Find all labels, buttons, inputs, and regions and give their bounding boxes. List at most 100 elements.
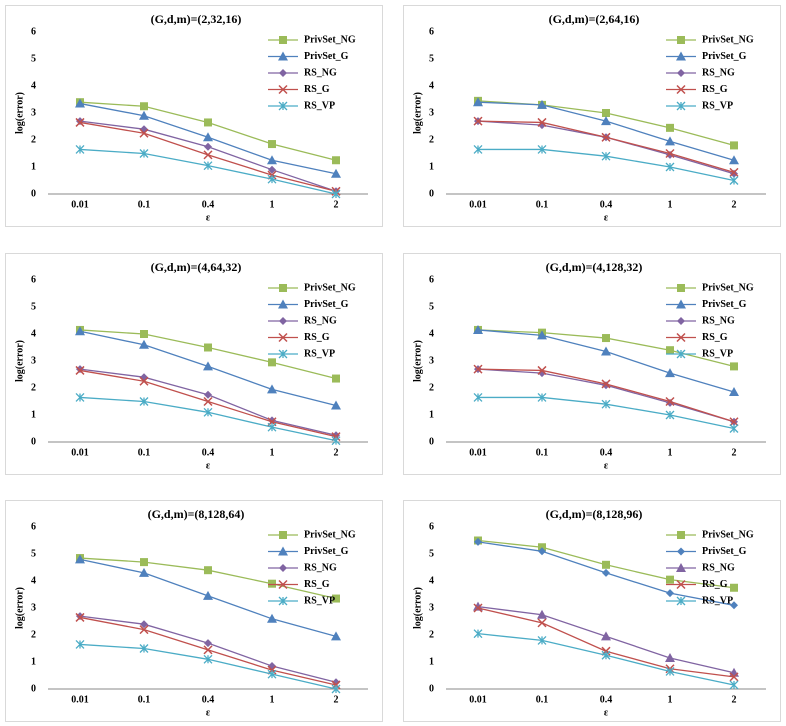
legend-marker (676, 84, 686, 95)
data-point (537, 117, 547, 127)
legend-label: PrivSet_NG (702, 529, 754, 540)
legend-label: RS_NG (304, 315, 337, 326)
y-axis-label: log(error) (412, 340, 423, 382)
data-point (139, 110, 149, 120)
data-point (538, 543, 546, 552)
x-tick-label: 0.4 (202, 447, 215, 458)
chart-title: (G,d,m)=(4,64,32) (151, 260, 242, 274)
chart-panel: (G,d,m)=(4,128,32) log(error) ε 0 1 2 3 4 5 6 0.01… (403, 253, 781, 475)
data-point (76, 365, 84, 374)
y-tick-label: 0 (31, 683, 36, 694)
x-tick-label: 1 (270, 447, 275, 458)
x-tick-label: 2 (334, 447, 339, 458)
legend-label: RS_VP (702, 100, 733, 111)
data-point (601, 151, 611, 161)
y-tick-label: 2 (429, 134, 434, 145)
data-point (665, 148, 675, 159)
data-point (332, 374, 340, 383)
data-point (75, 612, 85, 622)
x-tick-label: 0.01 (469, 694, 487, 705)
x-tick-label: 2 (732, 199, 737, 210)
data-point (537, 330, 547, 340)
data-point (538, 547, 546, 556)
data-point (331, 168, 341, 178)
y-tick-label: 4 (429, 80, 434, 91)
data-point (203, 361, 213, 371)
x-tick-label: 0.01 (469, 199, 487, 210)
x-axis-label: ε (206, 212, 211, 223)
legend-label: RS_VP (304, 348, 335, 359)
data-point (267, 613, 277, 623)
data-point (268, 579, 276, 588)
data-point (602, 568, 610, 577)
data-point (537, 618, 547, 628)
data-point (537, 635, 547, 645)
legend-label: RS_NG (702, 67, 735, 78)
data-point (601, 132, 611, 142)
data-point (139, 625, 149, 635)
data-point (267, 665, 277, 675)
legend-marker (279, 564, 287, 572)
legend-label: PrivSet_G (304, 546, 349, 557)
data-point (267, 170, 277, 180)
data-point (601, 399, 611, 409)
y-tick-label: 6 (429, 521, 434, 532)
y-tick-label: 0 (429, 683, 434, 694)
data-point (473, 144, 483, 154)
legend-label: RS_G (702, 579, 728, 590)
y-tick-label: 1 (31, 656, 36, 667)
data-point (140, 330, 148, 338)
data-point (729, 672, 739, 682)
data-point (601, 116, 611, 126)
y-tick-label: 0 (429, 436, 434, 447)
legend-label: RS_NG (702, 315, 735, 326)
data-point (75, 554, 85, 564)
y-tick-label: 5 (31, 53, 36, 64)
series-line (477, 633, 735, 686)
data-point (139, 128, 149, 138)
data-point (331, 400, 341, 410)
x-tick-label: 0.01 (71, 199, 89, 210)
legend-marker (676, 299, 686, 309)
legend-marker (278, 299, 288, 309)
y-tick-label: 6 (31, 521, 36, 532)
data-point (331, 189, 341, 199)
x-tick-label: 0.1 (536, 694, 549, 705)
data-point (332, 156, 340, 165)
y-tick-label: 4 (31, 328, 36, 339)
y-tick-label: 3 (31, 602, 36, 613)
data-point (203, 396, 213, 407)
data-point (601, 346, 611, 356)
y-tick-label: 4 (429, 575, 434, 586)
legend-marker (278, 596, 288, 606)
data-point (204, 566, 212, 575)
y-axis-label: log(error) (14, 340, 25, 382)
chart-title: (G,d,m)=(8,128,96) (546, 507, 643, 521)
x-tick-label: 0.1 (138, 694, 151, 705)
data-point (537, 609, 547, 619)
y-tick-label: 3 (429, 107, 434, 118)
data-point (267, 174, 277, 184)
data-point (665, 368, 675, 378)
series-line (477, 607, 735, 678)
x-tick-label: 0.4 (600, 694, 613, 705)
legend-label: PrivSet_NG (304, 529, 356, 540)
x-tick-label: 0.4 (600, 199, 613, 210)
x-tick-label: 0.4 (202, 199, 215, 210)
legend-marker (677, 317, 685, 325)
y-tick-label: 1 (31, 409, 36, 420)
data-point (602, 109, 610, 117)
x-tick-label: 0.4 (600, 447, 613, 458)
y-tick-label: 2 (31, 134, 36, 145)
x-tick-label: 2 (732, 447, 737, 458)
data-point (268, 165, 276, 174)
x-tick-label: 1 (668, 199, 673, 210)
series-line (79, 643, 337, 690)
data-point (75, 117, 85, 127)
data-point (203, 150, 213, 160)
y-tick-label: 1 (429, 409, 434, 420)
legend-label: RS_G (702, 84, 728, 95)
legend-label: PrivSet_G (702, 546, 747, 557)
data-point (665, 666, 675, 676)
series-line (79, 616, 337, 686)
